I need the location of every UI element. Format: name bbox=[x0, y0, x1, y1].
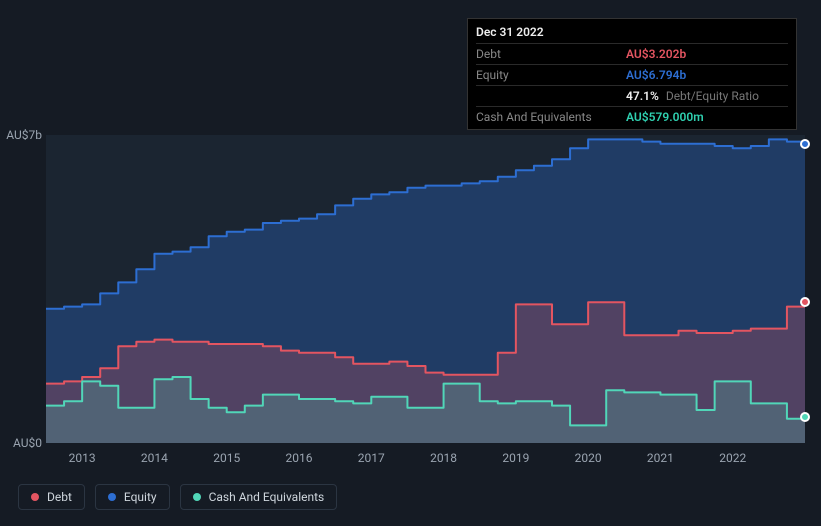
legend-item-debt[interactable]: Debt bbox=[18, 484, 85, 510]
legend-label: Debt bbox=[47, 490, 72, 504]
chart-tooltip: Dec 31 2022 DebtAU$3.202bEquityAU$6.794b… bbox=[467, 18, 797, 130]
chart-plot-area bbox=[46, 135, 805, 443]
x-axis-label: 2013 bbox=[69, 451, 96, 465]
tooltip-row-label bbox=[476, 86, 626, 107]
chart-legend: Debt Equity Cash And Equivalents bbox=[18, 484, 337, 510]
x-axis-label: 2021 bbox=[647, 451, 674, 465]
tooltip-row-label: Cash And Equivalents bbox=[476, 107, 626, 128]
x-axis-label: 2017 bbox=[358, 451, 385, 465]
tooltip-row-value: AU$6.794b bbox=[626, 65, 788, 86]
equity-marker bbox=[800, 139, 810, 149]
tooltip-row-value: 47.1% Debt/Equity Ratio bbox=[626, 86, 788, 107]
legend-item-equity[interactable]: Equity bbox=[95, 484, 170, 510]
tooltip-row-label: Equity bbox=[476, 65, 626, 86]
tooltip-row-label: Debt bbox=[476, 44, 626, 65]
tooltip-title: Dec 31 2022 bbox=[476, 23, 788, 43]
y-axis-label: AU$0 bbox=[13, 436, 42, 450]
legend-dot-icon bbox=[31, 493, 39, 501]
legend-dot-icon bbox=[108, 493, 116, 501]
legend-label: Cash And Equivalents bbox=[209, 490, 325, 504]
x-axis-label: 2015 bbox=[213, 451, 240, 465]
legend-dot-icon bbox=[193, 493, 201, 501]
tooltip-row-value: AU$3.202b bbox=[626, 44, 788, 65]
legend-label: Equity bbox=[124, 490, 157, 504]
cash-marker bbox=[800, 412, 810, 422]
x-axis-label: 2016 bbox=[286, 451, 313, 465]
debt-marker bbox=[800, 297, 810, 307]
x-axis-label: 2022 bbox=[719, 451, 746, 465]
y-axis-label: AU$7b bbox=[6, 128, 42, 142]
x-axis-label: 2020 bbox=[575, 451, 602, 465]
tooltip-row-value: AU$579.000m bbox=[626, 107, 788, 128]
x-axis-label: 2014 bbox=[141, 451, 168, 465]
x-axis-label: 2019 bbox=[502, 451, 529, 465]
legend-item-cash[interactable]: Cash And Equivalents bbox=[180, 484, 338, 510]
x-axis-label: 2018 bbox=[430, 451, 457, 465]
